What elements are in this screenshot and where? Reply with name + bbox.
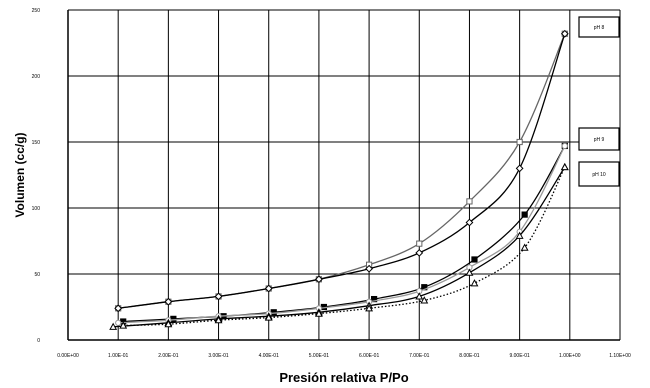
y-tick-label: 200: [32, 74, 41, 80]
series-curve-1: [114, 29, 569, 313]
data-point: [515, 231, 524, 239]
y-axis-title: Volumen (cc/g): [13, 132, 27, 217]
data-point: [170, 315, 177, 322]
y-tick-label: 0: [37, 338, 40, 344]
data-point: [415, 248, 424, 257]
legend-item: pH 9: [578, 127, 620, 151]
data-point: [561, 142, 568, 150]
series-line: [118, 33, 566, 309]
data-point: [264, 313, 273, 321]
x-tick-label: 8.00E-01: [459, 353, 480, 359]
legend-box: [578, 127, 620, 151]
data-point: [264, 284, 273, 293]
legend-box: [578, 161, 620, 187]
data-point: [115, 319, 122, 326]
x-tick-label: 2.00E-01: [158, 353, 179, 359]
data-point: [315, 275, 323, 284]
x-tick-label: 6.00E-01: [359, 353, 380, 359]
data-point: [515, 164, 524, 173]
data-point: [516, 138, 523, 146]
data-point: [270, 309, 277, 316]
legend-label: pH 9: [594, 137, 605, 143]
legend-layer: pH 8 pH 9 pH 10: [578, 16, 620, 187]
x-tick-label: 0.00E+00: [57, 353, 79, 359]
legend-item: pH 8: [578, 16, 620, 38]
x-tick-label: 7.00E-01: [409, 353, 430, 359]
data-point: [466, 198, 473, 205]
y-tick-label: 50: [34, 272, 40, 278]
x-tick-label: 4.00E-01: [259, 353, 280, 359]
series-layer: [109, 29, 569, 330]
data-point: [520, 243, 529, 251]
data-point: [214, 292, 223, 301]
data-point: [164, 320, 173, 328]
tick-layer: 0.00E+00 1.00E-01 2.00E-01 3.00E-01 4.00E-01…: [32, 8, 631, 359]
x-tick-label: 9.00E-01: [509, 353, 530, 359]
series-line: [118, 145, 566, 324]
x-tick-label: 1.00E-01: [108, 353, 129, 359]
series-curve-5: [119, 162, 569, 329]
data-point: [465, 268, 474, 276]
x-tick-label: 3.00E-01: [208, 353, 229, 359]
data-point: [560, 162, 569, 171]
x-tick-label: 1.00E+00: [559, 353, 581, 359]
data-point: [470, 279, 479, 287]
grid-layer: [67, 9, 621, 341]
y-tick-label: 150: [32, 140, 41, 146]
x-axis-title: Presión relativa P/Po: [279, 370, 408, 385]
legend-box: [578, 16, 620, 38]
data-point: [365, 304, 374, 312]
data-point: [415, 292, 424, 300]
legend-item: pH 10: [578, 161, 620, 187]
data-point: [114, 304, 123, 313]
data-point: [371, 295, 378, 303]
series-line: [118, 33, 566, 309]
data-point: [560, 29, 569, 38]
series-line: [123, 166, 566, 327]
y-tick-label: 100: [32, 206, 41, 212]
x-tick-label: 1.10E+00: [609, 353, 631, 359]
y-tick-label: 250: [32, 8, 41, 14]
legend-label: pH 8: [594, 25, 605, 31]
data-point: [465, 218, 474, 227]
data-point: [164, 297, 173, 306]
legend-label: pH 10: [592, 172, 606, 178]
data-point: [471, 256, 478, 263]
axis-layer: [67, 10, 620, 341]
data-point: [521, 211, 528, 218]
data-point: [109, 322, 118, 330]
series-ph-8: [115, 30, 568, 312]
data-point: [365, 264, 373, 273]
series-line: [113, 166, 566, 328]
x-tick-label: 5.00E-01: [309, 353, 330, 359]
data-point: [314, 309, 323, 317]
data-point: [214, 316, 223, 324]
data-point: [420, 296, 429, 304]
data-point: [119, 321, 128, 329]
data-point: [416, 240, 423, 247]
